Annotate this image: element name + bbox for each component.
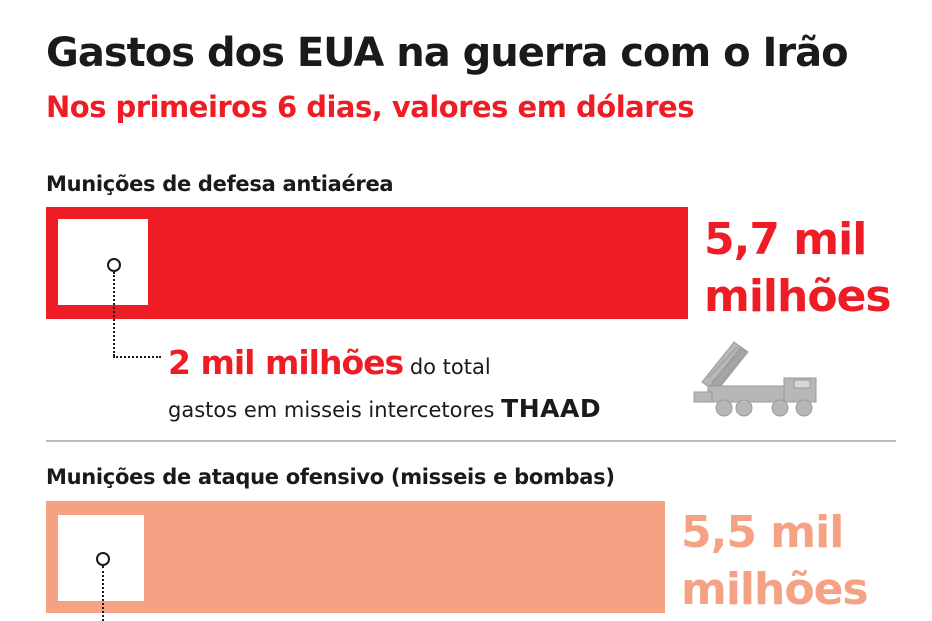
leader-line-vertical-offensive	[102, 566, 104, 621]
section-label-defensive: Munições de defesa antiaérea	[46, 172, 394, 196]
section-label-offensive: Munições de ataque ofensivo (misseis e b…	[46, 465, 615, 489]
section-divider	[46, 440, 896, 442]
thaad-note-text: gastos em misseis intercetores	[168, 398, 502, 422]
leader-line-horizontal	[113, 356, 161, 358]
bar-defensive	[46, 207, 688, 319]
value-label-defensive-line2: milhões	[704, 271, 892, 322]
chart-subtitle: Nos primeiros 6 dias, valores em dólares	[46, 90, 694, 124]
marker-circle-icon	[107, 258, 121, 272]
value-label-defensive-line1: 5,7 mil	[704, 214, 867, 265]
leader-line-vertical	[113, 272, 115, 356]
marker-circle-icon	[96, 552, 110, 566]
thaad-label: THAAD	[501, 394, 602, 423]
thaad-amount: 2 mil milhões	[168, 343, 404, 382]
thaad-note-rest: do total	[403, 355, 491, 379]
thaad-share-box	[58, 219, 148, 305]
thaad-note-line2: gastos em misseis intercetores THAAD	[168, 394, 601, 423]
chart-title: Gastos dos EUA na guerra com o Irão	[46, 30, 849, 76]
thaad-note-line1: 2 mil milhões do total	[168, 343, 491, 382]
value-label-offensive-line1: 5,5 mil	[681, 507, 844, 558]
bar-offensive	[46, 501, 665, 613]
value-label-offensive-line2: milhões	[681, 564, 869, 615]
thaad-launcher-truck-icon	[693, 341, 817, 417]
